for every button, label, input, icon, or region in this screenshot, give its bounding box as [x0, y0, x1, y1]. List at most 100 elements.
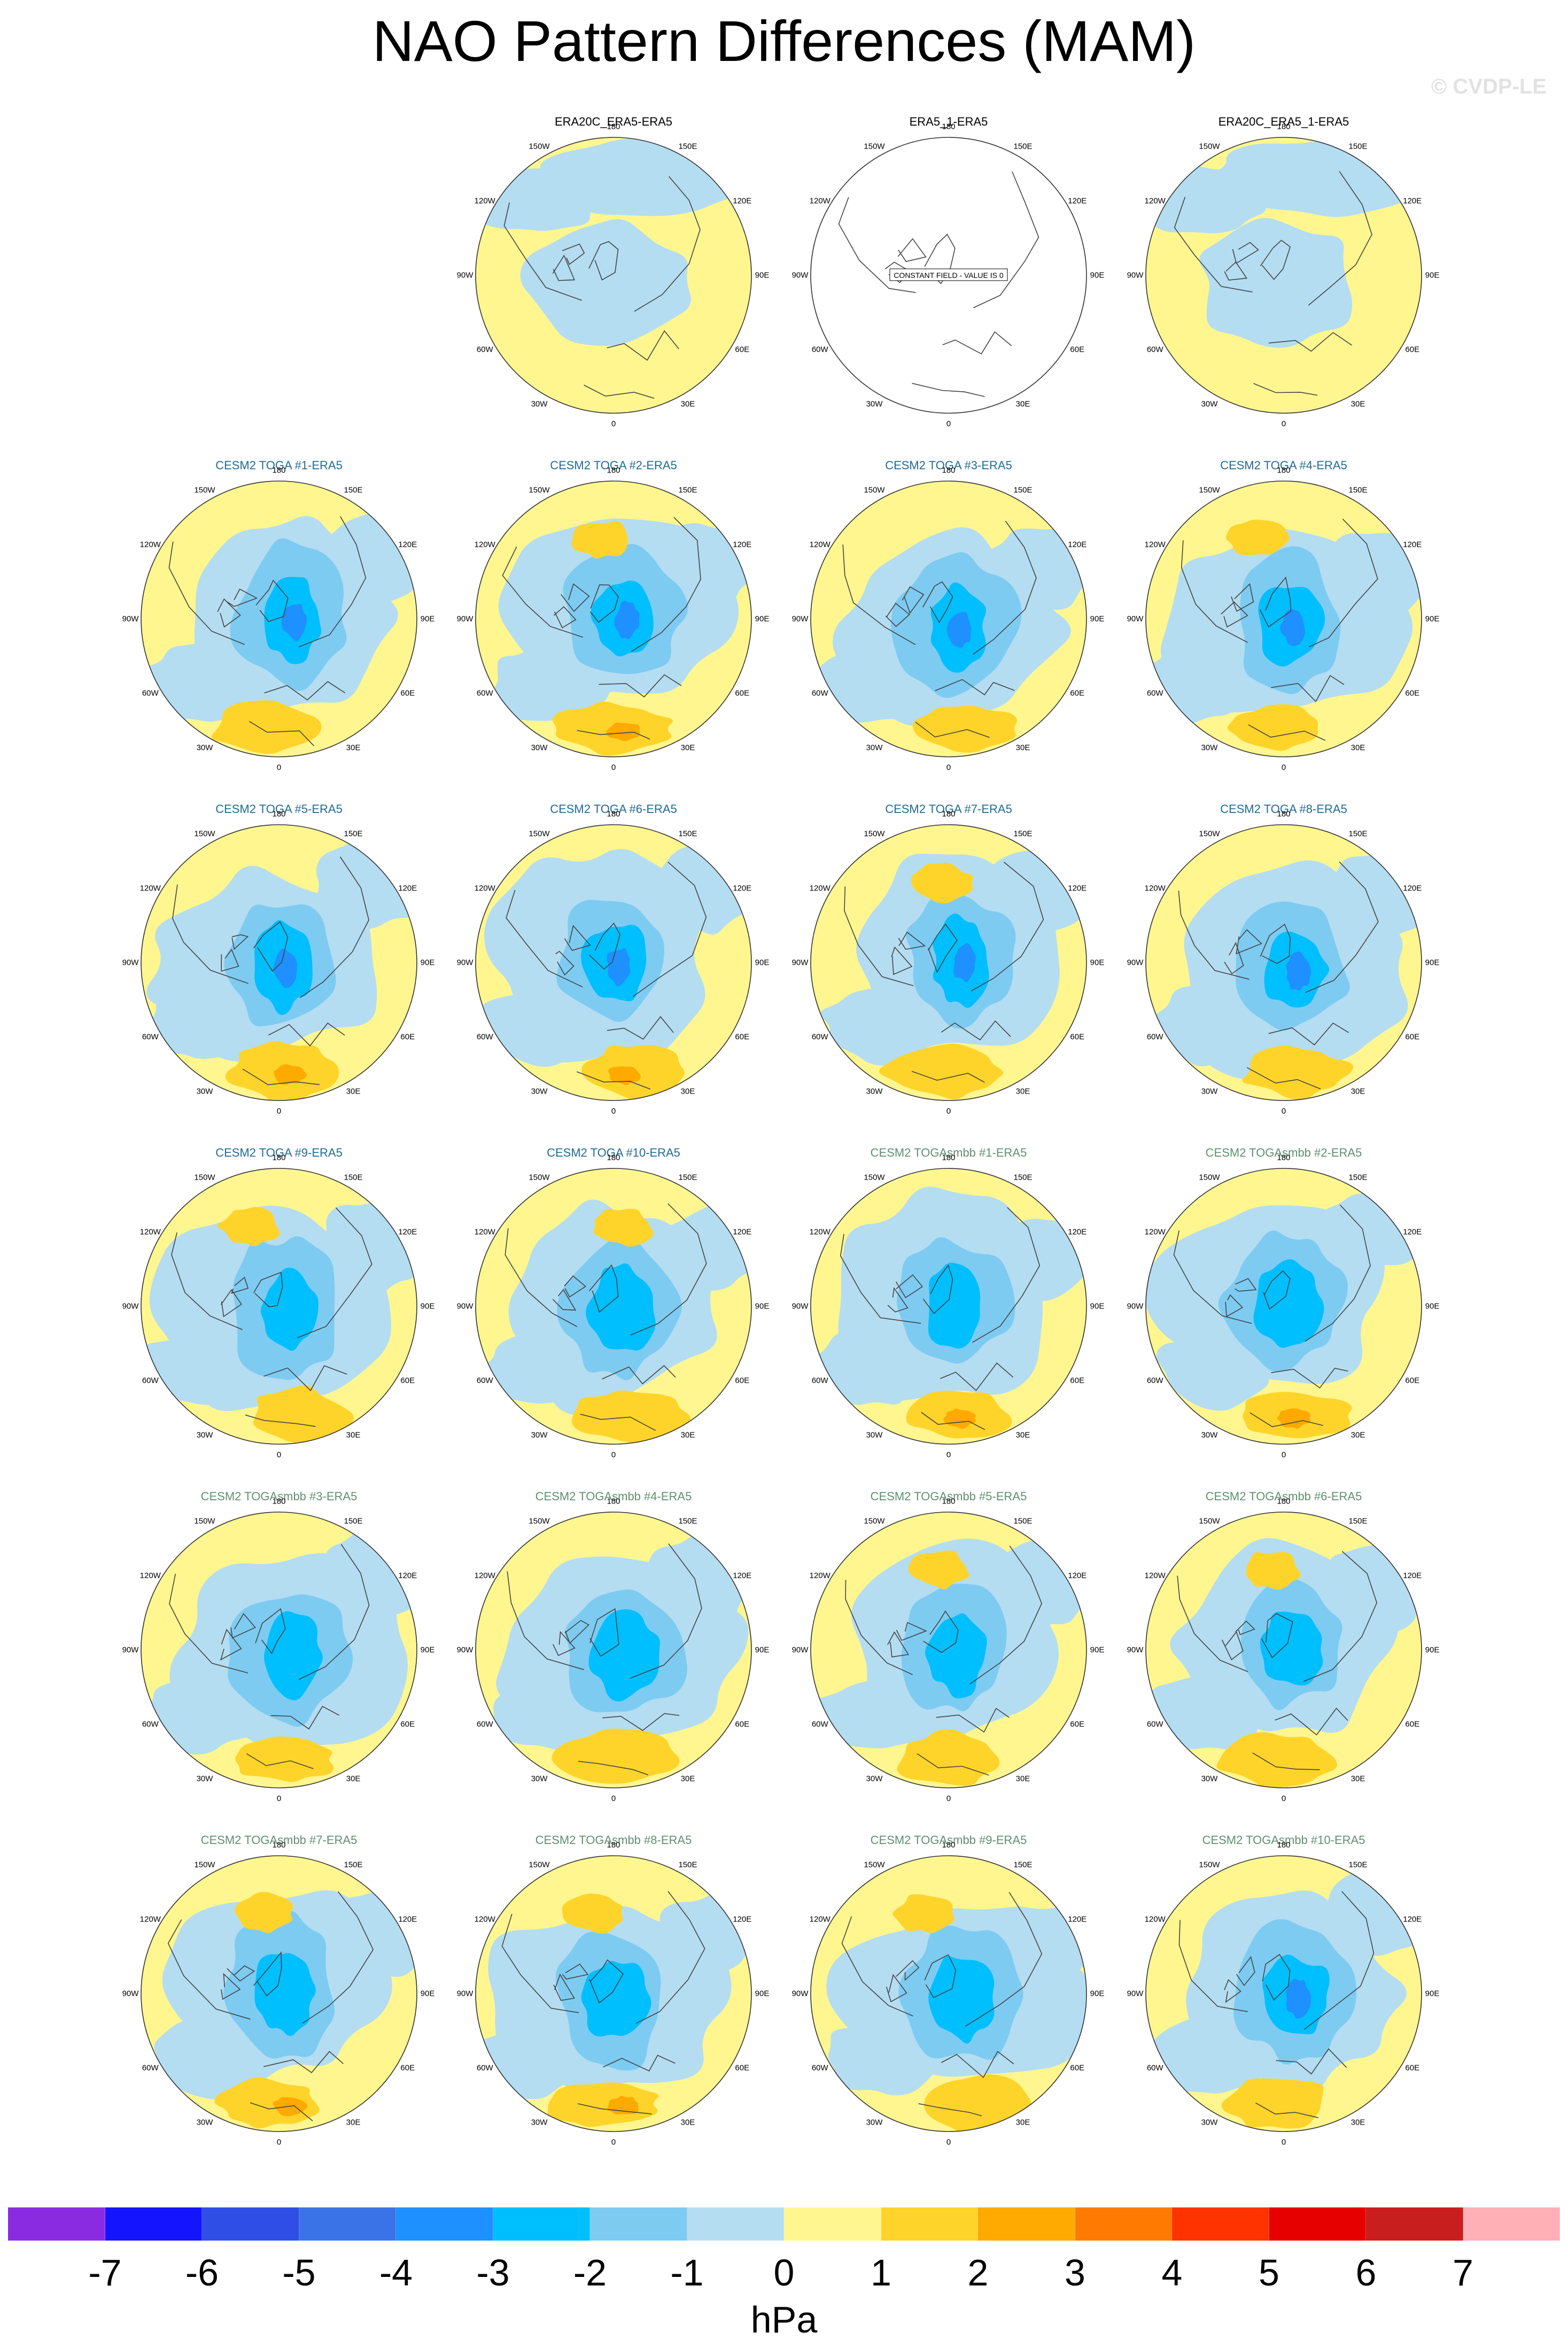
longitude-label: 150E: [1013, 485, 1033, 495]
longitude-label: 60W: [1146, 1032, 1163, 1042]
longitude-label: 60W: [1146, 688, 1163, 698]
longitude-label: 60E: [1405, 1032, 1420, 1042]
negative-anomaly: [143, 986, 270, 1059]
longitude-label: 30E: [346, 1087, 361, 1096]
coastline: [1303, 1890, 1375, 2030]
longitude-label: 30W: [196, 1087, 213, 1096]
coastline: [1268, 1022, 1349, 1045]
positive-anomaly: [211, 700, 322, 754]
constant-field-text: CONSTANT FIELD - VALUE IS 0: [894, 271, 1004, 280]
longitude-label: 60E: [735, 345, 750, 354]
colorbar-box: [493, 2207, 590, 2241]
positive-anomaly: [1246, 1552, 1301, 1590]
longitude-label: 120W: [1144, 884, 1166, 893]
positive-anomaly: [214, 2077, 320, 2129]
coastline: [838, 197, 916, 293]
longitude-label: 180: [942, 466, 956, 475]
longitude-label: 120E: [733, 1915, 752, 1924]
longitude-label: 150W: [1199, 1173, 1220, 1182]
coastline: [264, 681, 346, 701]
colorbar-tick-label: -7: [88, 2252, 122, 2293]
longitude-label: 0: [611, 2137, 616, 2147]
coastline: [1261, 1613, 1293, 1659]
longitude-label: 60E: [735, 1719, 750, 1729]
coastline: [504, 1228, 578, 1327]
longitude-label: 30W: [1201, 1774, 1218, 1784]
longitude-label: 60W: [811, 1719, 828, 1729]
coastline: [589, 1959, 624, 2004]
longitude-label: 30W: [1201, 743, 1218, 753]
longitude-label: 150W: [864, 142, 885, 151]
coastline: [507, 1571, 584, 1670]
longitude-label: 180: [1277, 122, 1291, 131]
longitude-label: 90E: [1090, 958, 1105, 967]
longitude-label: 30W: [1201, 1430, 1218, 1440]
longitude-label: 90E: [420, 1301, 435, 1311]
coastline: [1262, 1954, 1291, 2001]
polar-map: [810, 1512, 1087, 1788]
coastline: [1231, 583, 1254, 612]
longitude-label: 150W: [1199, 1860, 1220, 1870]
coastline: [299, 856, 369, 998]
longitude-label: 120W: [809, 196, 830, 206]
longitude-label: 120W: [1144, 1571, 1166, 1580]
map-boundary: [475, 1855, 752, 2132]
colorbar-box: [8, 2207, 105, 2241]
coastline: [553, 1973, 575, 2001]
positive-anomaly: [924, 2074, 1031, 2132]
negative-anomaly: [1260, 1611, 1323, 1686]
map-boundary: [475, 1168, 752, 1445]
map-boundary: [1145, 481, 1422, 757]
longitude-label: 60W: [476, 345, 493, 354]
longitude-label: 90W: [791, 1645, 809, 1655]
longitude-label: 30E: [680, 2118, 695, 2127]
coastline: [506, 889, 583, 988]
coastline: [255, 1608, 286, 1654]
positive-anomaly: [943, 1408, 976, 1429]
positive-anomaly: [571, 521, 628, 559]
longitude-label: 90W: [791, 958, 809, 967]
negative-anomaly: [141, 1337, 251, 1405]
coastline: [552, 254, 575, 281]
longitude-label: 60W: [811, 1032, 828, 1042]
longitude-label: 60W: [1146, 1376, 1163, 1385]
longitude-label: 60W: [811, 345, 828, 354]
colorbar-tick-label: -4: [379, 2252, 413, 2293]
longitude-label: 90E: [755, 1989, 770, 1998]
coastline: [589, 1608, 619, 1657]
coastline: [602, 1365, 676, 1385]
longitude-label: 120W: [1144, 196, 1166, 206]
longitude-label: 120W: [809, 540, 830, 549]
panel-title: ERA5_1-ERA5: [909, 115, 988, 128]
map-boundary: [810, 1512, 1087, 1788]
coastline: [603, 2055, 676, 2072]
panel-title: CESM2 TOGA #9-ERA5: [215, 1146, 343, 1159]
longitude-label: 150E: [1013, 829, 1033, 839]
coastline: [1236, 1956, 1255, 1987]
longitude-label: 60E: [735, 688, 750, 698]
longitude-label: 0: [611, 1106, 616, 1116]
coastline: [1268, 332, 1353, 352]
coastline: [917, 1753, 989, 1776]
longitude-label: 30E: [680, 1774, 695, 1784]
longitude-label: 60E: [1070, 345, 1085, 354]
longitude-label: 150W: [1199, 142, 1220, 151]
longitude-label: 30E: [346, 743, 361, 753]
positive-anomaly: [562, 1893, 623, 1934]
colorbar-box: [202, 2207, 299, 2241]
positive-anomaly: [1227, 704, 1318, 751]
coastline: [249, 720, 314, 746]
longitude-label: 150W: [194, 485, 215, 495]
longitude-label: 0: [1281, 2137, 1286, 2147]
coastline: [841, 1916, 913, 2017]
coastline: [501, 1913, 579, 2013]
longitude-label: 150E: [1013, 1173, 1033, 1182]
coastline: [924, 234, 956, 284]
coastline: [562, 1963, 589, 1980]
negative-anomaly: [811, 1329, 930, 1405]
longitude-label: 120W: [139, 1227, 161, 1237]
coastline: [584, 384, 655, 399]
polar-map: [475, 137, 752, 414]
map-boundary: [1145, 1168, 1422, 1445]
longitude-label: 120W: [1144, 1227, 1166, 1237]
